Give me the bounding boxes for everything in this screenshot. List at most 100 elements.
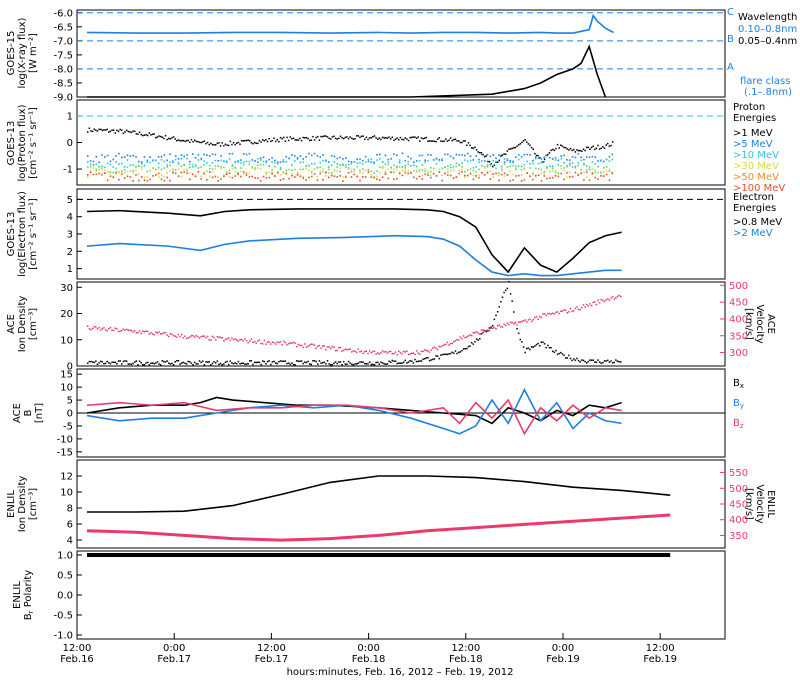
ace-density-velocity-series-0-point bbox=[326, 360, 329, 362]
goes13-proton-series-1-point bbox=[503, 161, 506, 163]
goes13-proton-series-0-point bbox=[237, 141, 240, 144]
ace-density-velocity-series-1-point bbox=[172, 334, 175, 337]
goes13-proton-series-0-point bbox=[137, 133, 139, 135]
ace-density-velocity-series-1-point bbox=[297, 343, 300, 346]
ace-density-velocity-series-1-point bbox=[616, 295, 619, 298]
ace-density-velocity-series-0-point bbox=[352, 364, 355, 366]
goes13-proton-series-3-point bbox=[361, 168, 364, 170]
goes13-proton-series-4-point bbox=[452, 169, 455, 172]
goes13-proton-series-0-point bbox=[456, 140, 458, 142]
goes13-proton-series-3-point bbox=[177, 163, 180, 165]
goes13-proton-series-4-point bbox=[591, 167, 594, 170]
goes13-proton-series-5-point bbox=[560, 172, 563, 175]
ace-density-velocity-series-0-point bbox=[176, 359, 178, 362]
goes13-proton-series-5-point bbox=[160, 178, 163, 181]
goes13-proton-series-2-point bbox=[180, 158, 183, 160]
ace-density-velocity-series-1-point bbox=[153, 333, 155, 336]
goes13-proton-series-0-point bbox=[509, 148, 512, 150]
ace-density-velocity-series-0-point bbox=[469, 345, 471, 347]
ace-density-velocity-series-1-point bbox=[127, 329, 129, 332]
ace-density-velocity-series-1-point bbox=[427, 350, 429, 352]
ace-density-velocity-series-0-point bbox=[503, 291, 505, 294]
ace-density-velocity-series-0-point bbox=[466, 347, 468, 350]
goes13-proton-series-2-point bbox=[560, 157, 563, 160]
ace-density-velocity-series-1-point bbox=[98, 326, 100, 329]
goes13-proton-series-0-point bbox=[568, 149, 570, 151]
goes13-proton-series-4-point bbox=[515, 167, 517, 170]
goes13-proton-series-0-point bbox=[321, 135, 324, 138]
ace-density-velocity-series-1-point bbox=[615, 297, 617, 299]
goes13-proton-series-0-point bbox=[109, 130, 112, 133]
goes13-proton-series-1-point bbox=[532, 159, 534, 162]
goes13-proton-series-2-point bbox=[291, 164, 293, 166]
goes13-proton-series-2-point bbox=[452, 157, 455, 160]
ace-bfield-ytick-1: 10 bbox=[60, 383, 73, 394]
ace-density-velocity-series-0-point bbox=[573, 358, 575, 360]
ace-density-velocity-series-1-point bbox=[304, 343, 306, 345]
ace-density-velocity-series-0-point bbox=[171, 362, 173, 365]
goes13-proton-series-4-point bbox=[342, 176, 344, 178]
ace-density-velocity-series-1-point bbox=[603, 300, 606, 303]
goes13-proton-series-0-point bbox=[286, 136, 288, 139]
goes13-proton-series-4-point bbox=[251, 167, 254, 170]
ace-density-velocity-series-0-point bbox=[206, 361, 209, 363]
goes13-proton-series-0-point bbox=[331, 136, 334, 138]
ace-density-velocity-series-0-point bbox=[457, 351, 460, 354]
ace-density-velocity-series-1-point bbox=[566, 312, 569, 314]
goes13-proton-series-2-point bbox=[435, 158, 438, 161]
goes13-proton-series-3-point bbox=[441, 167, 443, 170]
legend-proton-entry-4: >50 MeV bbox=[733, 172, 779, 183]
ace-density-velocity-series-1-point bbox=[598, 302, 601, 304]
ace-density-velocity-series-1-point bbox=[271, 341, 274, 343]
ace-density-velocity-series-0-point bbox=[461, 349, 463, 352]
ace-density-velocity-series-0-point bbox=[574, 359, 577, 361]
ace-density-velocity-series-1-point bbox=[88, 328, 91, 330]
goes13-proton-series-5-point bbox=[262, 175, 265, 178]
goes15-xray-ytick-5: -8.5 bbox=[53, 78, 73, 89]
ace-density-velocity-series-1-point bbox=[545, 314, 547, 317]
goes13-proton-series-0-point bbox=[375, 137, 377, 139]
goes13-proton-series-0-point bbox=[590, 146, 593, 149]
goes13-proton-series-3-point bbox=[455, 165, 458, 168]
goes13-proton-series-5-point bbox=[580, 172, 582, 175]
goes13-proton-series-1-point bbox=[189, 160, 191, 163]
ace-density-velocity-series-0-point bbox=[87, 362, 89, 365]
goes13-proton-series-0-point bbox=[245, 139, 248, 142]
goes13-proton-series-0-point bbox=[266, 140, 269, 143]
goes13-proton-series-0-point bbox=[448, 139, 450, 142]
goes13-proton-series-4-point bbox=[393, 168, 395, 171]
goes13-proton-series-3-point bbox=[543, 170, 546, 173]
ace-density-velocity-series-1-point bbox=[200, 335, 202, 338]
goes13-proton-series-1-point bbox=[481, 153, 483, 156]
goes13-proton-series-0-point bbox=[158, 135, 160, 137]
goes13-proton-series-2-point bbox=[285, 161, 288, 163]
goes13-proton-series-2-point bbox=[149, 161, 151, 164]
goes13-proton-series-5-point bbox=[410, 172, 412, 174]
goes13-proton-series-1-point bbox=[106, 154, 109, 157]
goes13-proton-series-3-point bbox=[143, 164, 146, 166]
goes13-proton-series-0-point bbox=[184, 140, 186, 143]
goes13-proton-series-0-point bbox=[346, 136, 348, 138]
ace-density-velocity-series-0-point bbox=[550, 346, 552, 349]
goes13-proton-series-1-point bbox=[540, 158, 543, 160]
goes13-proton-series-2-point bbox=[319, 161, 322, 164]
goes13-proton-series-3-point bbox=[217, 165, 220, 168]
ace-density-velocity-series-0-point bbox=[104, 362, 107, 365]
goes13-proton-series-2-point bbox=[121, 162, 123, 165]
goes13-proton-series-3-point bbox=[540, 168, 543, 171]
ace-density-velocity-series-0-point bbox=[406, 362, 408, 364]
goes13-proton-series-2-point bbox=[486, 164, 489, 166]
goes13-proton-series-4-point bbox=[370, 173, 373, 176]
goes13-proton-series-1-point bbox=[327, 161, 330, 163]
goes13-proton-series-4-point bbox=[92, 167, 95, 169]
goes13-proton-series-2-point bbox=[211, 162, 214, 164]
goes13-proton-series-0-point bbox=[464, 140, 466, 142]
goes13-proton-series-1-point bbox=[404, 159, 407, 162]
goes13-proton-series-4-point bbox=[138, 173, 140, 175]
legend-proton-entry-3: >30 MeV bbox=[733, 161, 779, 172]
ace-density-velocity-series-0-point bbox=[185, 363, 188, 365]
ace-density-velocity-series-1-point bbox=[229, 339, 232, 342]
ace-density-velocity-series-0-point bbox=[357, 362, 360, 365]
goes13-proton-series-0-point bbox=[451, 139, 453, 142]
goes13-proton-series-0-point bbox=[148, 132, 151, 134]
